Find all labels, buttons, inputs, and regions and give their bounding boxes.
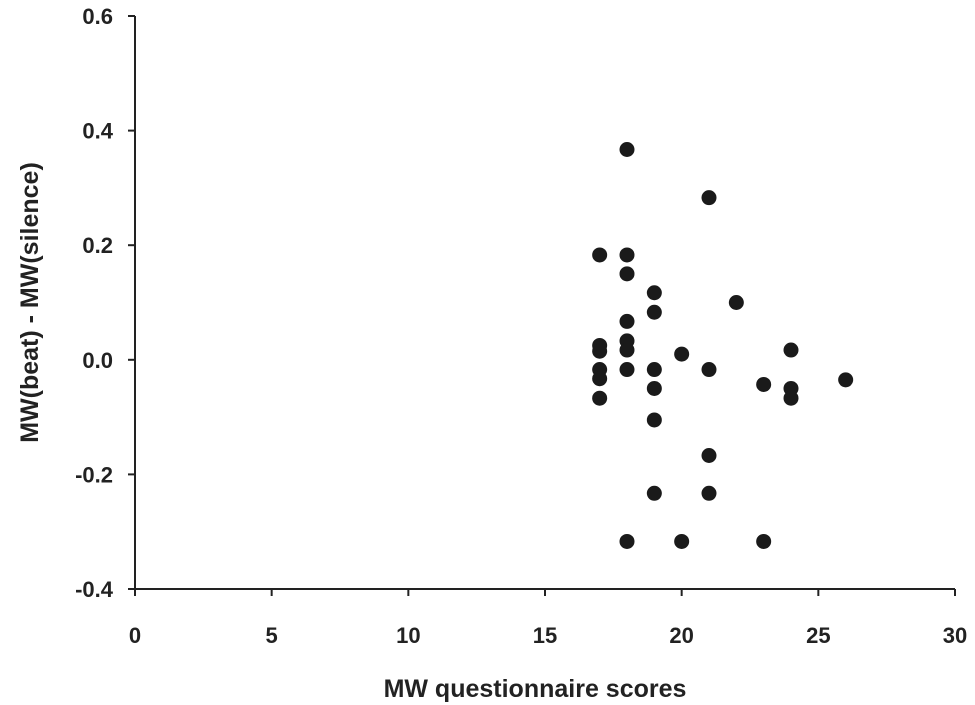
data-points: [592, 142, 854, 549]
y-tick-label: -0.2: [75, 462, 113, 487]
data-point: [701, 190, 717, 206]
y-tick-label: 0.6: [82, 4, 113, 29]
y-axis: -0.4 -0.2 0.0 0.2 0.4 0.6: [75, 4, 136, 602]
y-tick-label: 0.2: [82, 233, 113, 258]
data-point: [701, 447, 717, 463]
data-point: [646, 362, 662, 378]
data-point: [619, 142, 635, 158]
data-point: [619, 266, 635, 282]
data-point: [646, 485, 662, 501]
y-tick-label: -0.4: [75, 577, 114, 602]
data-point: [783, 342, 799, 358]
data-point: [756, 533, 772, 549]
x-tick-label: 20: [669, 623, 693, 648]
y-tick-label: 0.0: [82, 348, 113, 373]
data-point: [592, 247, 608, 263]
data-point: [619, 533, 635, 549]
data-point: [756, 376, 772, 392]
data-point: [674, 533, 690, 549]
x-tick-label: 15: [533, 623, 557, 648]
data-point: [646, 412, 662, 428]
data-point: [592, 371, 608, 387]
data-point: [674, 346, 690, 362]
data-point: [619, 247, 635, 263]
data-point: [619, 313, 635, 329]
data-point: [592, 343, 608, 359]
x-axis: 0 5 10 15 20 25 30: [129, 588, 967, 648]
data-point: [701, 485, 717, 501]
x-tick-label: 0: [129, 623, 141, 648]
data-point: [646, 285, 662, 301]
x-tick-label: 25: [806, 623, 830, 648]
data-point: [619, 342, 635, 358]
data-point: [701, 362, 717, 378]
x-tick-label: 5: [266, 623, 278, 648]
y-axis-title: MW(beat) - MW(silence): [16, 162, 44, 443]
x-tick-label: 30: [943, 623, 967, 648]
x-tick-label: 10: [396, 623, 420, 648]
data-point: [592, 390, 608, 406]
data-point: [619, 362, 635, 378]
y-tick-label: 0.4: [82, 119, 113, 144]
data-point: [783, 390, 799, 406]
data-point: [646, 304, 662, 320]
data-point: [838, 372, 854, 388]
data-point: [646, 380, 662, 396]
x-axis-title: MW questionnaire scores: [384, 675, 687, 703]
data-point: [728, 295, 744, 310]
